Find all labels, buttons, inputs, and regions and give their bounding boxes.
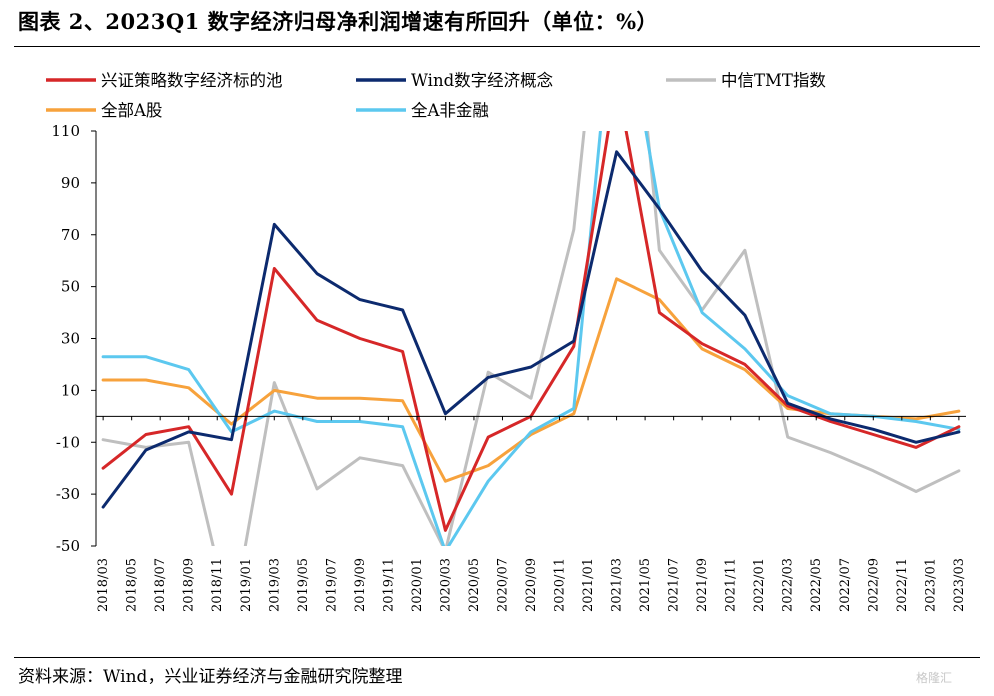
x-tick-label: 2020/01: [410, 558, 425, 612]
source-note: 资料来源：Wind，兴业证券经济与金融研究院整理: [18, 667, 403, 687]
x-tick-label: 2020/11: [553, 558, 568, 612]
x-tick-label: 2020/05: [467, 558, 482, 612]
x-tick-label: 2021/05: [638, 558, 653, 612]
x-tick-label: 2022/03: [781, 558, 796, 612]
legend-label: 全部A股: [101, 101, 162, 120]
series-line-2: [101, 131, 961, 546]
x-tick-label: 2020/03: [438, 558, 453, 612]
x-tick-label: 2019/03: [267, 558, 282, 612]
x-tick-label: 2023/01: [923, 558, 938, 612]
top-rule: [14, 46, 980, 47]
y-tick-label: 30: [61, 330, 80, 348]
y-tick-label: -50: [56, 537, 80, 555]
y-tick-label: -10: [56, 433, 80, 451]
y-tick-label: 90: [61, 174, 80, 192]
bottom-rule: [14, 657, 980, 658]
x-tick-label: 2022/05: [809, 558, 824, 612]
x-tick-label: 2022/01: [752, 558, 767, 612]
series-line-1: [101, 150, 961, 509]
x-tick-label: 2020/07: [495, 558, 510, 612]
x-tick-label: 2019/11: [381, 558, 396, 612]
y-axis: 110 90 70 50 30 10 -10 -30 -50: [51, 122, 97, 555]
x-tick-label: 2019/07: [324, 558, 339, 612]
x-tick-label: 2021/01: [581, 558, 596, 612]
legend-label: Wind数字经济概念: [411, 70, 553, 90]
x-tick-label: 2018/09: [182, 558, 197, 612]
x-tick-label: 2022/07: [838, 558, 853, 612]
x-tick-label: 2021/03: [610, 558, 625, 612]
watermark: 格隆汇: [916, 671, 953, 685]
series-line-3: [101, 277, 961, 483]
legend-label: 全A非金融: [411, 101, 489, 120]
x-tick-label: 2018/07: [153, 558, 168, 612]
x-tick-label: 2021/11: [724, 558, 739, 612]
x-tick-label: 2021/07: [667, 558, 682, 612]
x-tick-label: 2023/03: [952, 558, 967, 612]
series-lines: [101, 131, 961, 546]
y-tick-label: 110: [51, 122, 80, 140]
x-tick-label: 2018/11: [210, 558, 225, 612]
y-tick-label: 70: [61, 226, 80, 244]
y-tick-label: 50: [61, 278, 80, 296]
x-tick-label: 2022/09: [866, 558, 881, 612]
y-tick-label: -30: [56, 485, 80, 503]
x-tick-label: 2019/09: [353, 558, 368, 612]
x-tick-label: 2019/05: [296, 558, 311, 612]
x-tick-label: 2019/01: [239, 558, 254, 612]
x-tick-label: 2020/09: [524, 558, 539, 612]
figure-title: 图表 2、2023Q1 数字经济归母净利润增速有所回升（单位：%）: [18, 9, 659, 34]
x-tick-label: 2021/09: [695, 558, 710, 612]
x-tick-label: 2018/05: [125, 558, 140, 612]
legend-label: 兴证策略数字经济标的池: [101, 71, 283, 90]
series-line-0: [101, 131, 961, 532]
x-axis: 2018/03 2018/05 2018/07 2018/09 2018/11 2019/…: [96, 415, 967, 612]
y-tick-label: 10: [61, 381, 80, 399]
x-tick-label: 2022/11: [895, 558, 910, 612]
x-tick-label: 2018/03: [96, 558, 111, 612]
legend-label: 中信TMT指数: [721, 71, 826, 90]
